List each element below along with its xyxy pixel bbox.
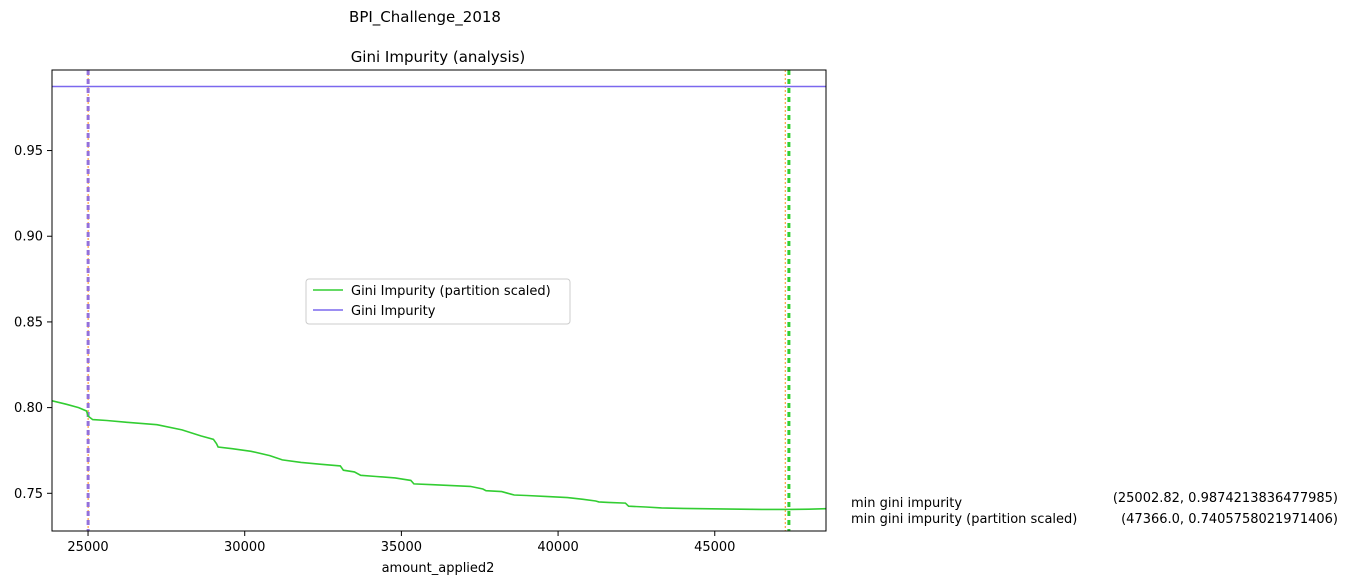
- y-tick-label-4: 0.95: [14, 144, 43, 159]
- x-tick-label-2: 35000: [381, 540, 422, 555]
- legend-box: [305, 278, 571, 325]
- min-annotations: min gini impurity (25002.82, 0.987421383…: [851, 491, 1338, 527]
- legend-entry-1: Gini Impurity: [351, 304, 436, 319]
- y-tick-label-3: 0.90: [14, 230, 43, 245]
- figure-suptitle: BPI_Challenge_2018: [349, 8, 501, 27]
- annotation-value-0: (25002.82, 0.9874213836477985): [1113, 491, 1338, 506]
- y-tick-label-2: 0.85: [14, 315, 43, 330]
- annotation-label-1: min gini impurity (partition scaled): [851, 512, 1077, 527]
- legend: Gini Impurity (partition scaled) Gini Im…: [305, 278, 571, 325]
- x-tick-label-1: 30000: [224, 540, 265, 555]
- annotation-value-1: (47366.0, 0.7405758021971406): [1121, 512, 1338, 527]
- series-line-0: [52, 400, 826, 511]
- x-axis-label: amount_applied2: [382, 561, 495, 576]
- legend-entry-0: Gini Impurity (partition scaled): [351, 284, 551, 299]
- y-tick-label-0: 0.75: [14, 487, 43, 502]
- chart-title: Gini Impurity (analysis): [351, 48, 526, 66]
- plot-area-frame: [51, 69, 827, 532]
- annotation-label-0: min gini impurity: [851, 496, 962, 511]
- y-tick-label-1: 0.80: [14, 401, 43, 416]
- x-tick-label-3: 40000: [537, 540, 578, 555]
- x-tick-label-0: 25000: [67, 540, 108, 555]
- x-tick-label-4: 45000: [694, 540, 735, 555]
